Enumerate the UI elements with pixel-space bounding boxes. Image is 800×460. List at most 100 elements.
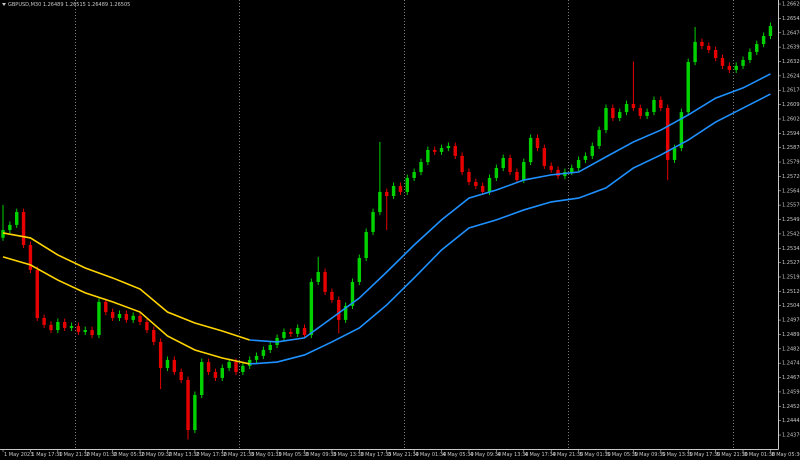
candle-body (659, 99, 663, 109)
candle-body (254, 355, 259, 360)
candle-body (117, 313, 122, 318)
candle-body (528, 137, 533, 163)
x-tick-label: 5 May 09:30 (634, 452, 665, 458)
y-tick-label: 1.25345 (782, 246, 800, 252)
candle-body (152, 330, 156, 342)
y-tick-label: 1.25570 (782, 203, 800, 209)
candle-body (624, 104, 629, 113)
candle-body (158, 341, 163, 368)
y-tick-label: 1.26245 (782, 73, 800, 79)
candle-body (165, 359, 170, 368)
candle-body (62, 322, 67, 328)
candle-body (83, 330, 87, 332)
x-tick-label: 3 May 05:30 (278, 452, 309, 458)
x-tick-label: 5 May 01:30 (580, 452, 611, 458)
candle-body (28, 244, 33, 270)
y-tick-label: 1.24895 (782, 332, 800, 338)
candle-body (720, 58, 725, 66)
candle-body (193, 394, 197, 431)
candle-body (439, 148, 444, 152)
y-tick-label: 1.26620 (782, 2, 800, 8)
candle-body (645, 112, 649, 116)
y-tick-label: 1.25945 (782, 131, 800, 137)
candle-body (302, 327, 307, 336)
x-tick-label: 5 May 05:30 (607, 452, 638, 458)
candle-body (200, 362, 204, 395)
candle-body (480, 185, 485, 192)
candle-body (768, 26, 773, 37)
y-tick-label: 1.26320 (782, 59, 800, 65)
candle-body (343, 305, 348, 320)
candle-body (378, 191, 382, 213)
y-tick-label: 1.25120 (782, 289, 800, 295)
y-tick-label: 1.25795 (782, 160, 800, 166)
candle-body (748, 51, 752, 60)
candle-body (309, 281, 314, 336)
candle-body (261, 349, 266, 356)
candle-body (97, 301, 101, 336)
x-tick-label: 2 May 09:30 (141, 452, 172, 458)
candle-body (234, 362, 238, 372)
candle-body (604, 108, 608, 131)
y-tick-label: 1.25870 (782, 145, 800, 151)
candle-body (323, 272, 327, 292)
x-tick-label: 8 May 01:30 (744, 452, 775, 458)
plot-area (1, 0, 773, 449)
moving-average-line (2, 232, 250, 341)
candle-body (542, 148, 547, 166)
candle-body (124, 313, 129, 320)
candle-body (570, 167, 574, 173)
candle-body (522, 162, 526, 181)
x-tick-label: 3 May 17:30 (360, 452, 391, 458)
candle-body (576, 159, 581, 168)
candle-body (755, 44, 759, 52)
candle-body (385, 191, 389, 196)
candle-body (330, 291, 334, 300)
x-tick-label: 2 May 01:30 (86, 452, 117, 458)
y-tick-label: 1.24520 (782, 404, 800, 410)
candle-body (535, 137, 540, 149)
candle-body (316, 272, 320, 282)
candle-body (76, 326, 81, 332)
x-tick-label: 4 May 09:30 (470, 452, 501, 458)
candle-body (549, 165, 553, 170)
y-tick-label: 1.26170 (782, 88, 800, 94)
x-tick-label: 1 May 17:30 (31, 452, 62, 458)
y-tick-label: 1.24370 (782, 433, 800, 439)
candle-body (289, 331, 293, 334)
x-tick-label: 1 May 2023 (4, 452, 33, 458)
candle-body (131, 315, 135, 320)
candle-body (220, 367, 224, 378)
candle-body (494, 167, 499, 178)
candle-body (686, 62, 690, 113)
candle-body (741, 59, 745, 66)
x-tick-label: 4 May 05:30 (443, 452, 474, 458)
moving-average-line (2, 256, 250, 365)
candle-body (460, 155, 464, 173)
x-tick-label: 3 May 21:30 (388, 452, 419, 458)
candle-body (679, 112, 684, 149)
moving-average-line (249, 73, 771, 343)
candle-body (432, 149, 437, 152)
x-tick-label: 4 May 21:30 (552, 452, 583, 458)
x-tick-label: 4 May 17:30 (525, 452, 556, 458)
candle-body (665, 108, 670, 160)
candle-body (15, 212, 19, 225)
x-tick-label: 8 May 05:30 (771, 452, 800, 458)
y-tick-label: 1.26470 (782, 30, 800, 36)
candle-body (707, 45, 711, 50)
x-tick-label: 5 May 21:30 (717, 452, 748, 458)
candle-body (49, 324, 53, 331)
candle-body (467, 172, 471, 182)
candle-body (734, 65, 738, 70)
candle-body (90, 330, 94, 336)
candle-body (412, 172, 416, 178)
candle-body (693, 41, 697, 63)
candle-body (42, 317, 46, 325)
candle-body (631, 104, 636, 109)
candle-body (110, 312, 115, 318)
candle-body (611, 108, 615, 118)
candle-body (398, 185, 403, 192)
